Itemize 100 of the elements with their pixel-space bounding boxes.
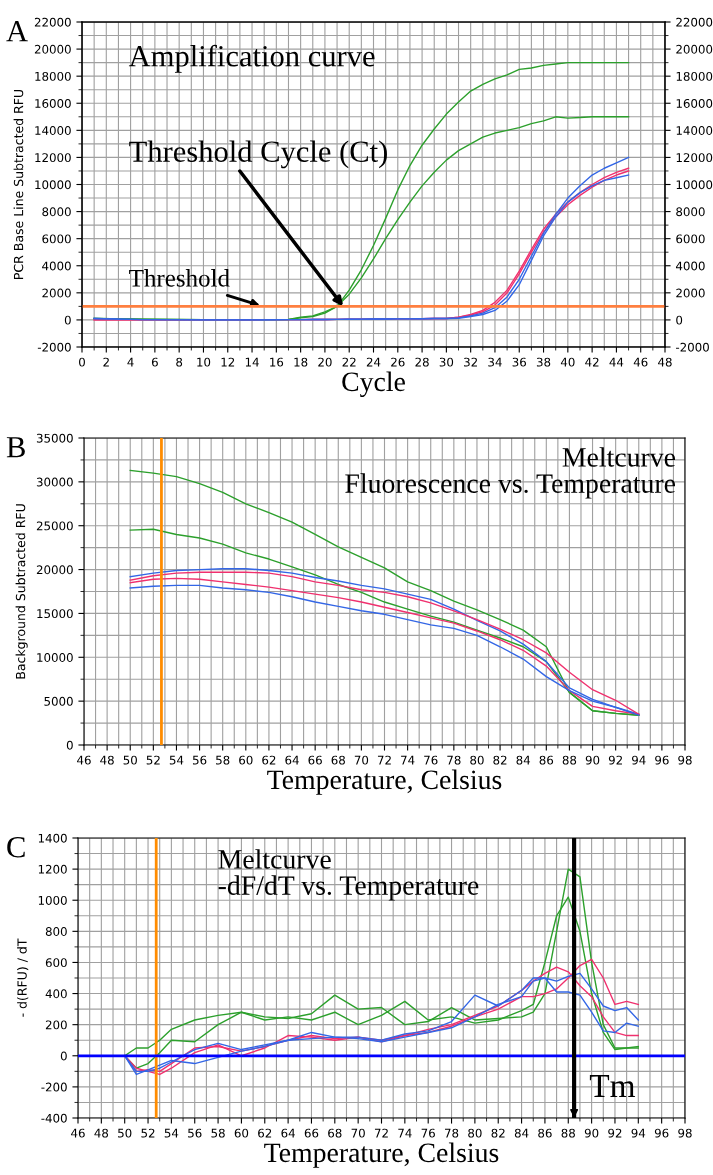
- x-tick-label: 94: [632, 755, 646, 765]
- y2-tick-label: 22000: [676, 17, 713, 27]
- y-tick-label: 16000: [35, 98, 71, 108]
- x-tick-label: 16: [270, 357, 284, 367]
- y2-tick-label: 12000: [676, 153, 713, 163]
- text: Amplification curve: [128, 44, 375, 73]
- x-tick-label: 48: [658, 357, 672, 367]
- x-tick-label: 70: [354, 755, 369, 765]
- y2-tick-label: 18000: [676, 71, 713, 81]
- text: B: [6, 437, 25, 458]
- y2-tick-label: 4000: [675, 261, 705, 271]
- text: A: [6, 21, 28, 42]
- x-tick-label: 64: [285, 755, 299, 765]
- x-tick-label: 48: [94, 1128, 109, 1138]
- x-axis-title: Temperature, Celsius: [267, 769, 502, 795]
- ref-line-label: Tm: [589, 1075, 636, 1097]
- y-tick-label: 15000: [37, 609, 73, 619]
- y-tick-label: 1000: [38, 895, 67, 905]
- y-tick-label: 8000: [42, 207, 71, 217]
- x-tick-label: 4: [127, 357, 134, 367]
- x-tick-label: 60: [234, 1128, 249, 1138]
- x-tick-label: 96: [655, 755, 669, 765]
- x-tick-label: 34: [488, 357, 502, 367]
- x-tick-label: 78: [447, 755, 461, 765]
- x-tick-label: 48: [100, 755, 114, 765]
- x-tick-label: 32: [464, 357, 477, 367]
- x-tick-label: 80: [468, 1128, 482, 1138]
- x-tick-label: 78: [445, 1128, 459, 1138]
- y2-tick-label: 6000: [676, 234, 705, 244]
- x-tick-label: 90: [584, 1128, 599, 1138]
- x-tick-label: 6: [151, 357, 158, 367]
- y-tick-label: 5000: [44, 696, 73, 706]
- x-tick-label: 74: [401, 755, 415, 765]
- y-tick-label: 4000: [42, 261, 71, 271]
- text: Meltcurve Fluorescence vs. Temperature: [345, 447, 676, 499]
- x-tick-label: 42: [585, 357, 599, 367]
- y2-tick-label: 14000: [676, 126, 713, 135]
- x-tick-label: 56: [192, 755, 207, 765]
- x-tick-label: 88: [562, 755, 577, 765]
- x-tick-label: 60: [239, 755, 253, 765]
- y2-tick-label: 2000: [676, 288, 705, 298]
- y-axis-title: PCR Base Line Subtracted RFU: [13, 89, 24, 279]
- x-tick-label: 62: [262, 755, 276, 765]
- x-tick-label: 68: [328, 1128, 342, 1138]
- x-tick-label: 22: [342, 357, 356, 367]
- y-axis-title: - d(RFU) / dT: [17, 938, 29, 1017]
- y-tick-label: 20000: [34, 44, 71, 54]
- y-tick-label: 0: [64, 315, 71, 325]
- x-tick-label: 20: [318, 357, 332, 367]
- x-tick-label: 38: [536, 357, 551, 367]
- x-tick-label: 96: [654, 1128, 669, 1138]
- y-tick-label: -2000: [37, 342, 71, 352]
- x-tick-label: 76: [421, 1128, 435, 1138]
- x-tick-label: 76: [424, 755, 438, 765]
- y-tick-label: -400: [41, 1113, 67, 1123]
- y-tick-label: 400: [45, 989, 67, 999]
- x-tick-label: 24: [366, 357, 381, 367]
- x-tick-label: 2: [103, 357, 109, 367]
- x-tick-label: 46: [77, 755, 91, 765]
- x-axis-title: Cycle: [342, 371, 405, 397]
- x-tick-label: 56: [188, 1128, 202, 1138]
- x-tick-label: 54: [164, 1128, 179, 1138]
- x-tick-label: 86: [539, 755, 554, 765]
- x-tick-label: 66: [304, 1128, 319, 1138]
- y-tick-label: 12000: [35, 153, 71, 163]
- y-tick-label: 22000: [34, 17, 71, 27]
- text: C: [7, 836, 25, 858]
- x-tick-label: 0: [79, 357, 85, 367]
- x-tick-label: 86: [538, 1128, 552, 1138]
- x-tick-label: 50: [123, 755, 137, 765]
- x-tick-label: 40: [560, 357, 575, 367]
- x-tick-label: 98: [678, 755, 692, 765]
- ref-line-label: Threshold: [129, 269, 230, 287]
- x-tick-label: 82: [493, 755, 507, 765]
- y-tick-label: 600: [45, 958, 67, 968]
- y2-tick-label: 0: [676, 315, 683, 325]
- x-tick-label: 84: [514, 1128, 529, 1138]
- x-tick-label: 14: [245, 357, 259, 367]
- y-tick-label: 0: [60, 1051, 67, 1061]
- x-tick-label: 52: [146, 755, 160, 765]
- y-tick-label: 18000: [35, 71, 71, 81]
- y-tick-label: 800: [45, 927, 67, 936]
- x-tick-label: 18: [294, 357, 308, 367]
- x-tick-label: 88: [561, 1128, 575, 1138]
- annotation: Threshold Cycle (Ct): [129, 140, 387, 169]
- text: Meltcurve -dF/dT vs. Temperature: [218, 849, 479, 901]
- x-tick-label: 62: [258, 1128, 272, 1138]
- x-tick-label: 84: [516, 755, 531, 765]
- y-tick-label: 1200: [38, 864, 67, 874]
- x-tick-label: 50: [118, 1128, 132, 1138]
- y-tick-label: 30000: [36, 477, 73, 487]
- x-tick-label: 64: [281, 1128, 295, 1138]
- x-axis-title: Temperature, Celsius: [264, 1142, 499, 1168]
- y-tick-label: 14000: [35, 126, 71, 135]
- y-tick-label: 10000: [35, 180, 71, 190]
- x-tick-label: 58: [211, 1128, 225, 1138]
- x-tick-label: 46: [71, 1128, 85, 1138]
- y-tick-label: 6000: [42, 234, 71, 244]
- x-tick-label: 92: [608, 755, 622, 765]
- x-tick-label: 36: [512, 357, 527, 367]
